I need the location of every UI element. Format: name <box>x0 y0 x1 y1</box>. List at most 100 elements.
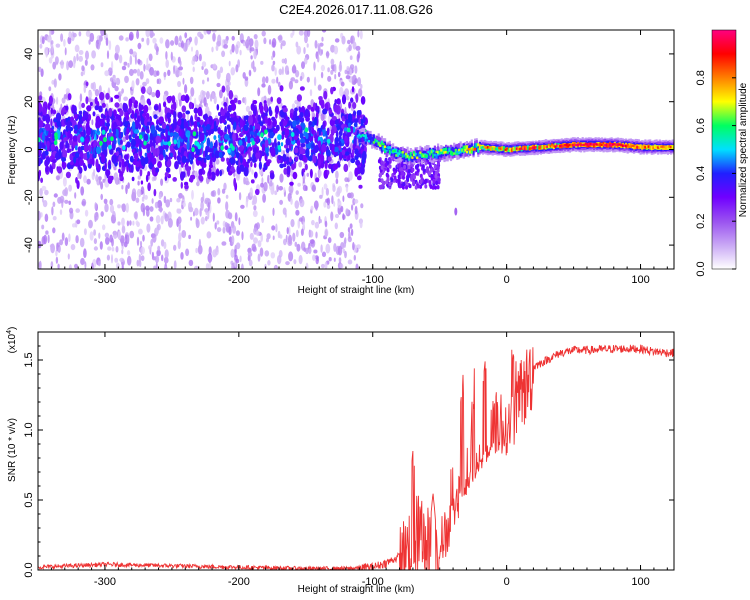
band-blob <box>358 118 361 125</box>
noise-speck <box>303 47 306 55</box>
noise-speck <box>350 35 353 45</box>
noise-speck <box>277 35 283 41</box>
plume-blob <box>378 184 382 190</box>
ridge-cell <box>398 150 401 155</box>
noise-speck <box>206 231 212 239</box>
noise-speck <box>210 190 215 197</box>
band-blob <box>197 156 203 161</box>
noise-speck <box>51 206 54 216</box>
band-blob <box>344 135 348 144</box>
noise-speck <box>352 41 357 50</box>
noise-speck <box>193 97 197 106</box>
noise-speck <box>124 75 129 84</box>
noise-speck <box>111 246 115 252</box>
ridge-cell <box>396 147 399 155</box>
noise-speck <box>136 188 142 198</box>
band-blob <box>86 151 90 159</box>
noise-speck <box>345 95 350 101</box>
plume-blob <box>388 182 392 187</box>
noise-speck <box>117 230 122 240</box>
band-blob <box>84 137 89 146</box>
ridge-cell <box>374 138 377 142</box>
band-blob <box>244 136 248 143</box>
band-blob <box>281 134 285 140</box>
band-blob <box>112 128 117 136</box>
noise-speck <box>50 40 54 45</box>
ridge-cell <box>629 145 632 149</box>
band-blob <box>55 112 62 122</box>
snr-frame <box>37 331 675 571</box>
noise-speck <box>298 254 303 265</box>
band-blob <box>98 105 103 113</box>
noise-speck <box>203 30 208 35</box>
band-blob <box>193 107 199 114</box>
noise-speck <box>128 31 134 41</box>
band-blob <box>232 132 236 142</box>
noise-speck <box>180 40 184 49</box>
noise-speck <box>177 80 182 88</box>
noise-speck <box>194 36 198 46</box>
ridge-cell <box>549 144 552 148</box>
band-blob <box>162 141 169 146</box>
ridge-cell <box>653 145 657 149</box>
noise-speck <box>195 217 199 225</box>
y-tick-label: 1.5 <box>23 352 35 367</box>
ridge-cell <box>637 146 640 149</box>
ridge-cell <box>369 137 372 145</box>
snr-y-label: SNR (10 * v/v) <box>7 418 18 482</box>
noise-speck <box>110 214 115 224</box>
noise-speck <box>301 61 305 69</box>
band-blob <box>305 116 310 122</box>
noise-speck <box>274 190 278 196</box>
band-hotspot <box>103 137 107 143</box>
band-blob <box>322 108 328 115</box>
noise-speck <box>57 263 60 269</box>
ridge-cell <box>366 132 369 140</box>
noise-speck <box>165 51 168 60</box>
noise-speck <box>217 34 222 45</box>
noise-speck <box>323 183 328 190</box>
band-blob <box>220 109 226 117</box>
noise-speck <box>160 178 164 186</box>
noise-speck <box>223 182 227 191</box>
band-blob <box>315 105 320 112</box>
band-blob <box>73 113 78 120</box>
noise-speck <box>261 177 264 185</box>
ridge-cell <box>597 143 600 146</box>
band-blob <box>123 154 129 160</box>
band-blob <box>57 166 63 174</box>
band-blob <box>317 140 322 148</box>
ridge-cell <box>404 154 408 159</box>
band-blob <box>58 148 62 158</box>
spectrogram-x-label: Height of straight line (km) <box>298 285 415 296</box>
noise-speck <box>326 197 331 206</box>
ridge-cell <box>359 135 363 138</box>
noise-speck <box>261 76 266 84</box>
band-blob <box>198 174 203 181</box>
noise-speck <box>99 241 103 250</box>
noise-speck <box>274 265 277 269</box>
plume-blob <box>393 170 397 175</box>
band-blob <box>100 153 106 164</box>
band-blob <box>92 111 96 117</box>
band-blob <box>156 148 160 156</box>
y-tick-label: 1.0 <box>23 422 35 437</box>
noise-speck <box>208 246 212 256</box>
ridge-cell <box>358 133 361 137</box>
x-tick-label: 100 <box>631 274 649 286</box>
ridge-cell <box>429 150 432 153</box>
band-blob <box>113 138 117 145</box>
noise-speck <box>88 90 93 99</box>
band-blob <box>209 141 213 150</box>
band-blob <box>219 115 223 124</box>
noise-speck <box>222 226 226 234</box>
noise-speck <box>339 86 344 97</box>
ridge-cell <box>605 143 608 147</box>
plume-blob <box>432 179 436 184</box>
noise-speck <box>345 208 349 216</box>
noise-speck <box>240 204 245 209</box>
noise-speck <box>238 217 241 226</box>
ridge-cell <box>395 154 398 157</box>
band-blob <box>203 126 207 134</box>
noise-speck <box>139 71 144 80</box>
